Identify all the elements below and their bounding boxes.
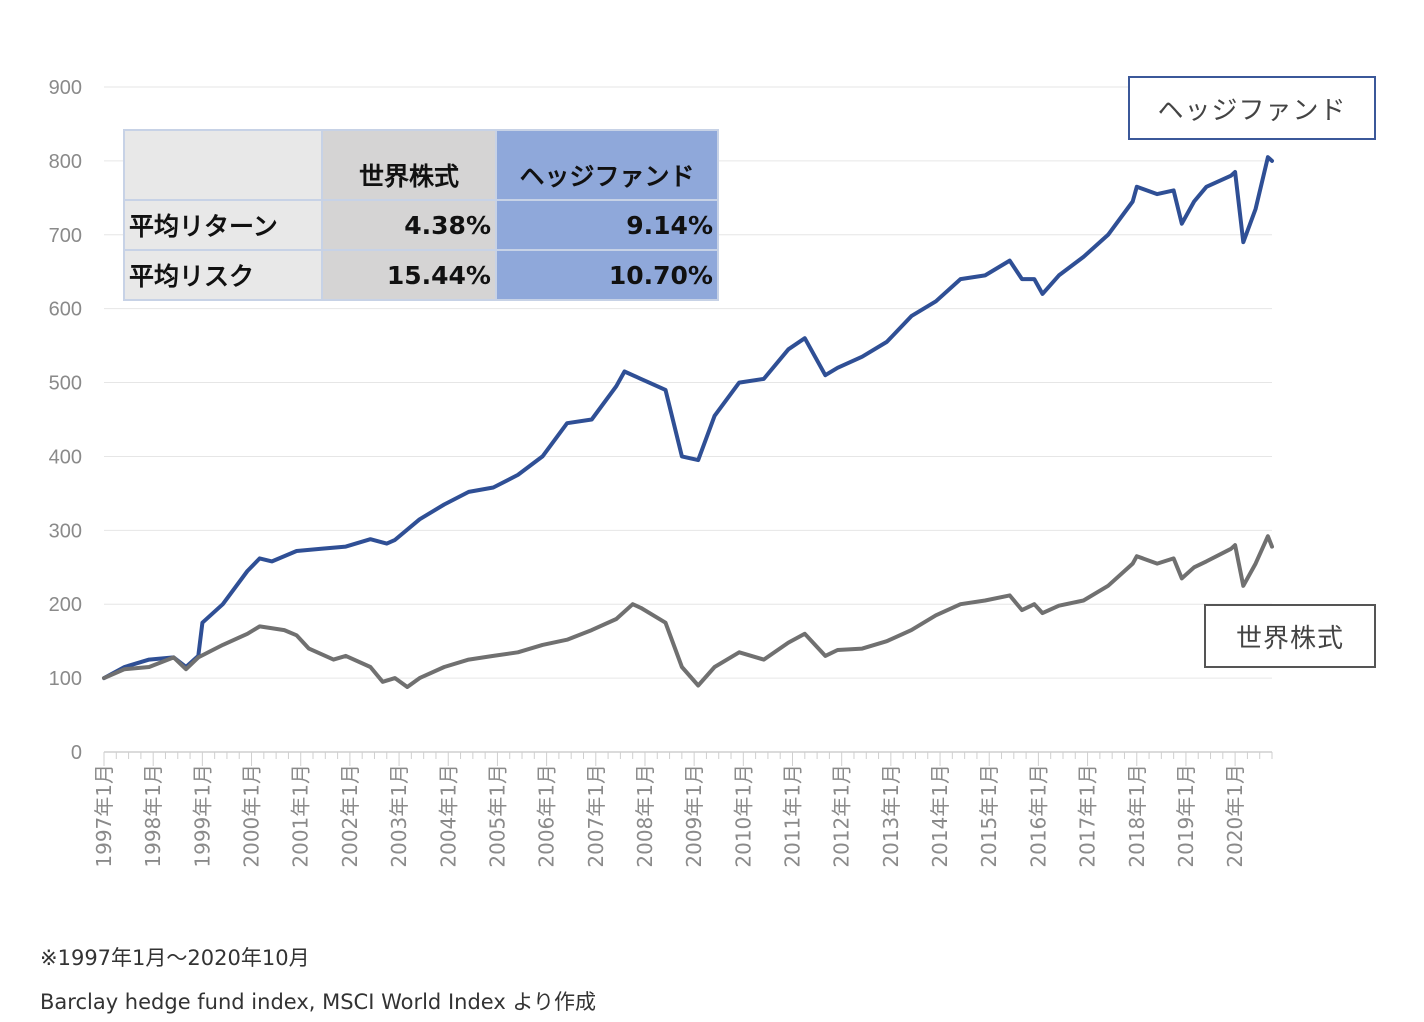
world-stock-line (102, 534, 1274, 689)
x-tick-label: 2017年1月 (1076, 764, 1100, 868)
y-tick-label: 200 (49, 594, 82, 616)
series-lines (102, 155, 1274, 689)
y-tick-label: 300 (49, 520, 82, 542)
stats-header-row: 世界株式 ヘッジファンド (123, 129, 719, 201)
x-tick-label: 2012年1月 (830, 764, 854, 868)
y-tick-label: 0 (71, 742, 82, 764)
x-tick-label: 2019年1月 (1174, 764, 1198, 868)
x-tick-label: 2004年1月 (436, 764, 460, 868)
y-tick-label: 600 (49, 299, 82, 321)
y-axis-ticks: 0 100 200 300 400 500 600 700 800 900 (49, 77, 82, 764)
y-tick-label: 900 (49, 77, 82, 99)
x-tick-label: 2002年1月 (338, 764, 362, 868)
x-axis: 1997年1月 1998年1月 1999年1月 2000年1月 2001年1月 2002年… (92, 751, 1273, 868)
stats-table: 世界株式 ヘッジファンド 平均リターン 4.38% 9.14% 平均リスク 15… (123, 129, 719, 301)
stats-header-hedge-fund: ヘッジファンド (495, 129, 719, 201)
stats-value: 15.44% (321, 249, 497, 301)
stats-value: 9.14% (495, 199, 719, 251)
stats-value: 4.38% (321, 199, 497, 251)
x-tick-label: 2009年1月 (682, 764, 706, 868)
line-chart: 0 100 200 300 400 500 600 700 800 900 1997年1月 1998… (49, 77, 1274, 868)
x-tick-label: 2008年1月 (633, 764, 657, 868)
stats-header-corner (123, 129, 323, 201)
x-tick-label: 2010年1月 (731, 764, 755, 868)
y-tick-label: 800 (49, 151, 82, 173)
stats-row-label: 平均リターン (123, 199, 323, 251)
period-note: ※1997年1月〜2020年10月 (40, 946, 310, 970)
y-tick-label: 400 (49, 446, 82, 468)
x-tick-label: 2007年1月 (584, 764, 608, 868)
x-tick-label: 2020年1月 (1223, 764, 1247, 868)
x-tick-label: 2003年1月 (387, 764, 411, 868)
stats-row-risk: 平均リスク 15.44% 10.70% (123, 249, 719, 301)
stats-value: 10.70% (495, 249, 719, 301)
x-tick-label: 2006年1月 (535, 764, 559, 868)
x-tick-label: 2014年1月 (928, 764, 952, 868)
hedge-fund-line (102, 155, 1274, 681)
stats-header-world-stock: 世界株式 (321, 129, 497, 201)
x-tick-label: 2001年1月 (289, 764, 313, 868)
y-tick-label: 700 (49, 225, 82, 247)
stats-row-return: 平均リターン 4.38% 9.14% (123, 199, 719, 251)
x-tick-label: 2000年1月 (240, 764, 264, 868)
x-tick-label: 2015年1月 (977, 764, 1001, 868)
source-note: Barclay hedge fund index, MSCI World Ind… (40, 990, 597, 1014)
world-stock-series-label: 世界株式 (1204, 604, 1376, 668)
hedge-fund-series-label: ヘッジファンド (1128, 76, 1376, 140)
x-tick-label: 1997年1月 (92, 764, 116, 868)
y-tick-label: 500 (49, 373, 82, 395)
stats-row-label: 平均リスク (123, 249, 323, 301)
x-tick-label: 2018年1月 (1125, 764, 1149, 868)
y-tick-label: 100 (49, 668, 82, 690)
x-tick-label: 2016年1月 (1026, 764, 1050, 868)
x-tick-label: 2011年1月 (781, 764, 805, 868)
x-tick-label: 1999年1月 (190, 764, 214, 868)
x-tick-label: 2013年1月 (879, 764, 903, 868)
x-tick-label: 1998年1月 (141, 764, 165, 868)
x-tick-label: 2005年1月 (485, 764, 509, 868)
